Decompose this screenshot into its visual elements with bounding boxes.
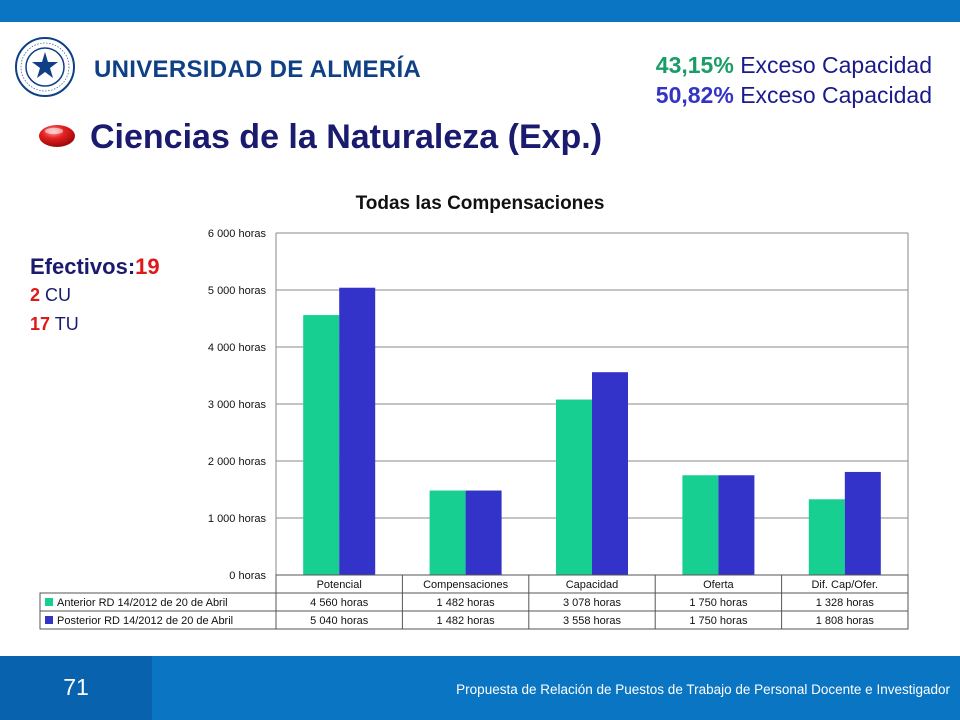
exceso-line-1: 43,15% Exceso Capacidad bbox=[656, 50, 932, 80]
data-label: 1 328 horas bbox=[816, 597, 875, 609]
bar-anterior bbox=[682, 475, 719, 575]
efectivos-line: Efectivos:19 bbox=[30, 252, 160, 281]
page-number-box bbox=[0, 656, 152, 720]
data-label: 4 560 horas bbox=[310, 597, 369, 609]
university-name: UNIVERSIDAD DE ALMERÍA bbox=[94, 56, 422, 83]
y-tick-label: 3 000 horas bbox=[208, 399, 267, 411]
cu-label: CU bbox=[40, 285, 72, 305]
category-label: Dif. Cap/Ofer. bbox=[811, 579, 878, 591]
exceso-label-1: Exceso Capacidad bbox=[733, 52, 932, 78]
bar-posterior bbox=[592, 372, 628, 575]
category-label: Compensaciones bbox=[423, 579, 508, 591]
data-label: 1 750 horas bbox=[689, 597, 748, 609]
footer-text: Propuesta de Relación de Puestos de Trab… bbox=[456, 682, 950, 697]
legend-entry: Posterior RD 14/2012 de 20 de Abril bbox=[57, 615, 233, 627]
data-label: 1 750 horas bbox=[689, 615, 748, 627]
bar-anterior bbox=[808, 499, 845, 575]
legend-swatch bbox=[45, 616, 53, 624]
bar-posterior bbox=[718, 475, 755, 575]
chart-title: Todas las Compensaciones bbox=[355, 193, 605, 214]
category-label: Capacidad bbox=[566, 579, 619, 591]
y-tick-label: 1 000 horas bbox=[208, 513, 267, 525]
bar-anterior bbox=[429, 490, 466, 575]
efectivos-label: Efectivos: bbox=[30, 254, 136, 279]
data-label: 3 078 horas bbox=[563, 597, 622, 609]
bar-posterior bbox=[844, 471, 881, 575]
y-tick-label: 4 000 horas bbox=[208, 342, 267, 354]
tu-label: TU bbox=[50, 314, 79, 334]
footer-bar bbox=[0, 656, 960, 720]
data-label: 1 808 horas bbox=[816, 615, 875, 627]
university-logo: UNIVERSIDAD DE ALMERÍA bbox=[14, 36, 421, 98]
data-label: 5 040 horas bbox=[310, 615, 369, 627]
y-tick-label: 0 horas bbox=[229, 570, 266, 582]
exceso-line-2: 50,82% Exceso Capacidad bbox=[656, 80, 932, 110]
exceso-capacidad-block: 43,15% Exceso Capacidad 50,82% Exceso Ca… bbox=[656, 50, 932, 110]
data-label: 3 558 horas bbox=[563, 615, 622, 627]
university-seal-icon bbox=[15, 37, 75, 97]
page-number: 71 bbox=[63, 674, 89, 700]
bar-posterior bbox=[339, 287, 376, 575]
y-tick-label: 5 000 horas bbox=[208, 285, 267, 297]
tu-count: 17 bbox=[30, 314, 51, 334]
tu-line: 17 TU bbox=[30, 310, 160, 339]
legend-swatch bbox=[45, 598, 53, 606]
bar-posterior bbox=[465, 490, 502, 575]
cu-line: 2 CU bbox=[30, 281, 160, 310]
category-label: Oferta bbox=[703, 579, 734, 591]
cu-count: 2 bbox=[30, 285, 41, 305]
exceso-label-2: Exceso Capacidad bbox=[733, 82, 932, 108]
bar-anterior bbox=[303, 315, 340, 575]
red-pill-bullet-icon bbox=[39, 125, 75, 147]
data-label: 1 482 horas bbox=[437, 615, 496, 627]
legend-entry: Anterior RD 14/2012 de 20 de Abril bbox=[57, 597, 228, 609]
y-tick-label: 6 000 horas bbox=[208, 228, 267, 240]
top-bar bbox=[0, 0, 960, 22]
y-tick-label: 2 000 horas bbox=[208, 456, 267, 468]
page-title: Ciencias de la Naturaleza (Exp.) bbox=[90, 118, 603, 156]
category-label: Potencial bbox=[317, 579, 362, 591]
exceso-pct-2: 50,82% bbox=[655, 82, 734, 108]
data-label: 1 482 horas bbox=[437, 597, 496, 609]
bar-anterior bbox=[556, 399, 592, 575]
efectivos-block: Efectivos:19 2 CU 17 TU bbox=[30, 252, 160, 339]
efectivos-total: 19 bbox=[135, 254, 160, 279]
exceso-pct-1: 43,15% bbox=[655, 52, 734, 78]
